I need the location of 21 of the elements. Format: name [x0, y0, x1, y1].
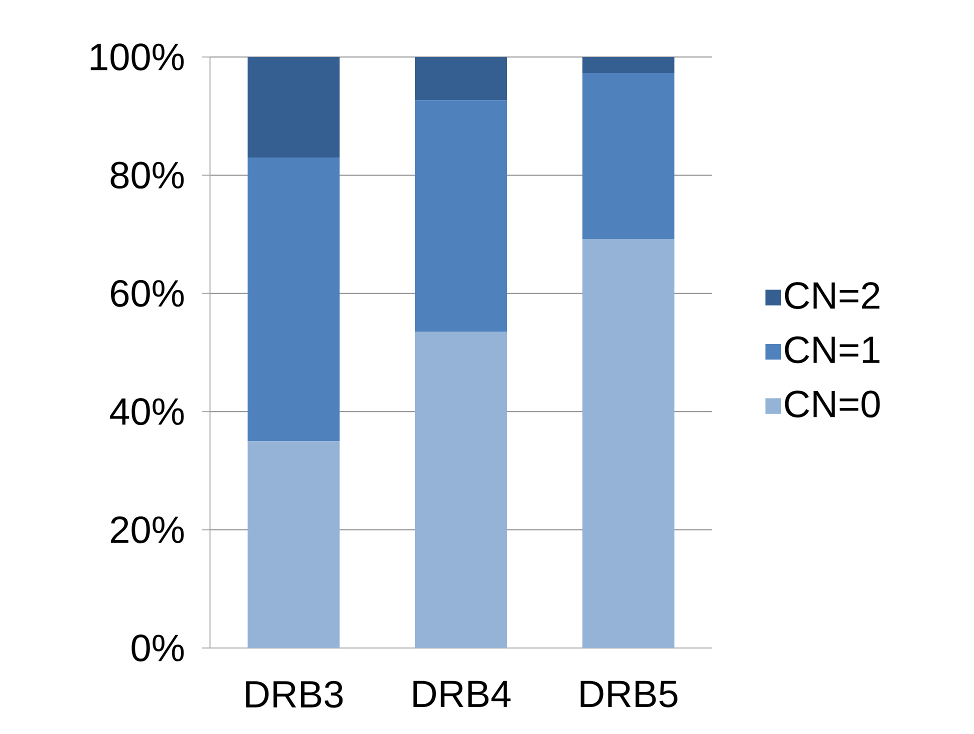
- y-tick-label: 40%: [110, 398, 184, 426]
- bar: [248, 441, 340, 648]
- legend-label: CN=1: [784, 336, 880, 364]
- bar: [582, 56, 674, 73]
- bar: [415, 332, 508, 648]
- bar: [415, 100, 508, 332]
- x-tick-label: DRB5: [580, 680, 678, 708]
- x-tick-label: DRB4: [413, 680, 511, 708]
- y-tick-label: 60%: [111, 280, 184, 307]
- bar: [582, 72, 674, 240]
- y-tick-label: 0%: [132, 634, 184, 662]
- y-tick-label: 100%: [90, 44, 184, 70]
- bar: [415, 56, 508, 100]
- y-tick-label: 80%: [110, 162, 184, 189]
- bar: [248, 56, 340, 158]
- legend-label: CN=0: [784, 390, 880, 418]
- bar: [582, 239, 674, 648]
- y-tick-label: 20%: [110, 516, 184, 544]
- x-tick-label: DRB3: [246, 680, 343, 708]
- legend-label: CN=2: [784, 282, 880, 310]
- bar: [248, 157, 340, 442]
